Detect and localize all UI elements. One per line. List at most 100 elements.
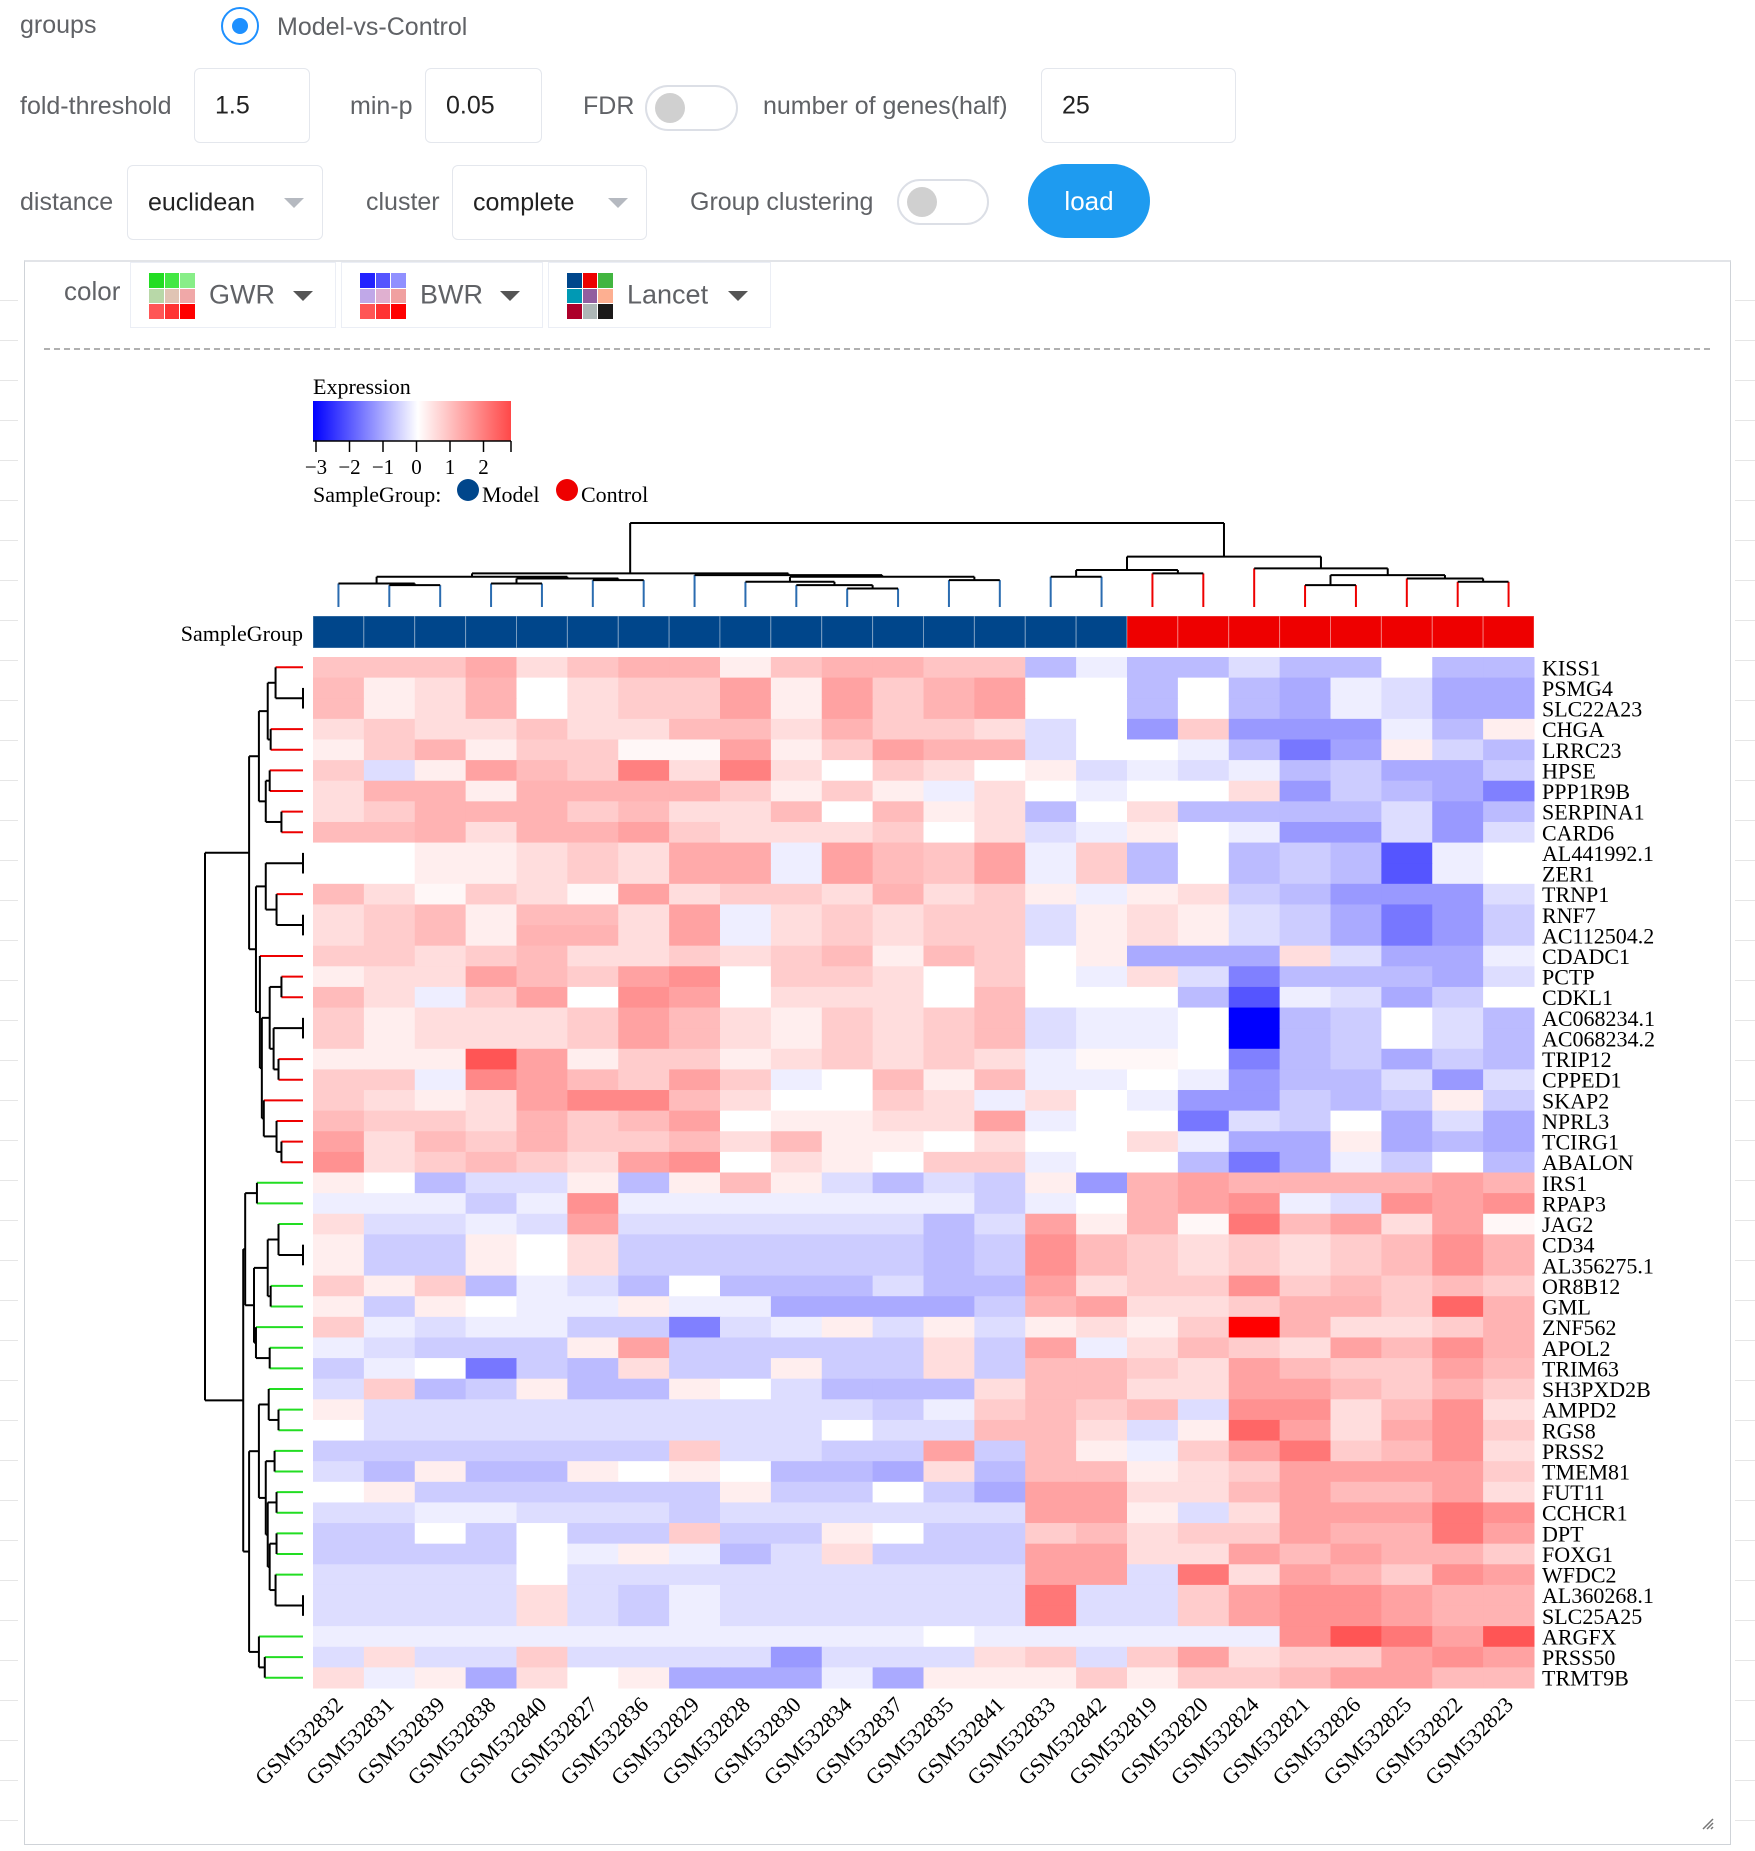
heatmap-cell: [669, 718, 721, 740]
heatmap-cell: [1177, 657, 1230, 679]
heatmap-cell: [720, 1502, 772, 1524]
heatmap-cell: [465, 842, 517, 864]
heatmap-cell: [1127, 1007, 1179, 1029]
palette-bwr-button[interactable]: BWR: [341, 262, 543, 328]
heatmap-cell: [872, 1193, 924, 1215]
heatmap-cell: [872, 986, 924, 1009]
heatmap-cell: [669, 1254, 721, 1277]
load-button[interactable]: load: [1028, 164, 1150, 238]
heatmap-cell: [1330, 718, 1382, 740]
fdr-toggle[interactable]: [645, 85, 738, 131]
heatmap-cell: [1127, 1646, 1179, 1668]
heatmap-cell: [516, 1172, 568, 1194]
heatmap-cell: [974, 657, 1026, 679]
heatmap-cell: [567, 945, 619, 967]
heatmap-cell: [1228, 1419, 1281, 1442]
heatmap-cell: [1432, 1399, 1484, 1421]
palette-lancet-button[interactable]: Lancet: [548, 262, 771, 328]
heatmap-cell: [1330, 1399, 1382, 1421]
heatmap-cell: [516, 1399, 568, 1421]
heatmap-cell: [313, 1378, 365, 1400]
model-vs-control-radio[interactable]: [221, 7, 259, 45]
heatmap-cell: [923, 657, 975, 679]
heatmap-cell: [1432, 657, 1484, 679]
number-of-genes-input[interactable]: 25: [1041, 68, 1236, 143]
heatmap-cell: [1330, 1110, 1382, 1132]
group-clustering-toggle[interactable]: [897, 179, 989, 225]
distance-label: distance: [20, 188, 114, 216]
heatmap-cell: [414, 945, 467, 967]
row-label: CDKL1: [1542, 985, 1613, 1010]
cluster-select[interactable]: complete: [452, 165, 647, 240]
row-label: KISS1: [1542, 655, 1601, 680]
heatmap-cell: [618, 904, 670, 926]
heatmap-cell: [1432, 1605, 1484, 1627]
heatmap-cell: [770, 1007, 823, 1029]
heatmap-cell: [720, 1543, 772, 1565]
heatmap-cell: [974, 780, 1026, 802]
heatmap-cell: [872, 1069, 924, 1091]
heatmap-cell: [720, 1337, 772, 1359]
heatmap-cell: [669, 966, 721, 988]
resize-grip-icon[interactable]: [1700, 1816, 1714, 1830]
heatmap-cell: [923, 1193, 975, 1215]
heatmap-cell: [1177, 1419, 1230, 1442]
heatmap-cell: [1025, 739, 1077, 761]
heatmap-cell: [669, 1275, 721, 1297]
heatmap-cell: [974, 739, 1026, 761]
heatmap-cell: [1330, 1358, 1382, 1380]
heatmap-cell: [1228, 698, 1281, 720]
row-label: AMPD2: [1542, 1398, 1617, 1423]
heatmap-cell: [821, 1110, 874, 1132]
heatmap-cell: [770, 1090, 823, 1112]
heatmap-cell: [821, 739, 874, 761]
sheet-gridline: [0, 1540, 18, 1541]
model-vs-control-option-label[interactable]: Model-vs-Control: [277, 13, 468, 41]
heatmap-cell: [720, 1523, 772, 1545]
heatmap-cell: [1330, 657, 1382, 679]
distance-select[interactable]: euclidean: [127, 165, 323, 240]
heatmap-cell: [1025, 1193, 1077, 1215]
heatmap-cell: [465, 760, 517, 782]
heatmap-cell: [1228, 1234, 1281, 1256]
palette-gwr-button[interactable]: GWR: [130, 262, 336, 328]
sheet-gridline: [1735, 820, 1755, 821]
heatmap-cell: [363, 760, 416, 782]
heatmap-cell: [872, 1337, 924, 1359]
heatmap-cell: [1127, 925, 1179, 947]
heatmap-cell: [1127, 780, 1179, 802]
row-dendrogram: [204, 666, 304, 1679]
heatmap-cell: [872, 1626, 924, 1648]
heatmap-cell: [1330, 1028, 1382, 1050]
heatmap-cell: [363, 1440, 416, 1462]
heatmap-cell: [1432, 1378, 1484, 1400]
heatmap-cell: [974, 1193, 1026, 1215]
heatmap-cell: [1279, 1131, 1331, 1153]
heatmap-cell: [821, 1399, 874, 1421]
heatmap-cell: [669, 1584, 721, 1607]
sheet-gridline: [1735, 380, 1755, 381]
heatmap-cell: [974, 1131, 1026, 1153]
heatmap-cell: [567, 1646, 619, 1668]
heatmap-cell: [618, 842, 670, 864]
sheet-gridline: [1735, 1780, 1755, 1781]
group-clustering-toggle-knob: [907, 187, 937, 217]
cluster-value: complete: [473, 188, 575, 216]
heatmap-cell: [516, 801, 568, 823]
heatmap-cell: [923, 739, 975, 761]
heatmap-cell: [974, 1440, 1026, 1462]
heatmap-cell: [872, 821, 924, 844]
heatmap-cell: [1228, 1275, 1281, 1297]
min-p-input[interactable]: 0.05: [425, 68, 542, 143]
heatmap-cell: [974, 1646, 1026, 1668]
fold-threshold-input[interactable]: 1.5: [194, 68, 310, 143]
heatmap-cell: [974, 1296, 1026, 1318]
legend-colorbar: [313, 401, 511, 441]
heatmap-cell: [1483, 760, 1535, 782]
heatmap-cell: [770, 1523, 823, 1545]
swatch-cell: [391, 304, 406, 319]
heatmap-cell: [821, 1028, 874, 1050]
heatmap-cell: [1177, 1440, 1230, 1462]
heatmap-cell: [1177, 1626, 1230, 1648]
heatmap-cell: [465, 1358, 517, 1380]
